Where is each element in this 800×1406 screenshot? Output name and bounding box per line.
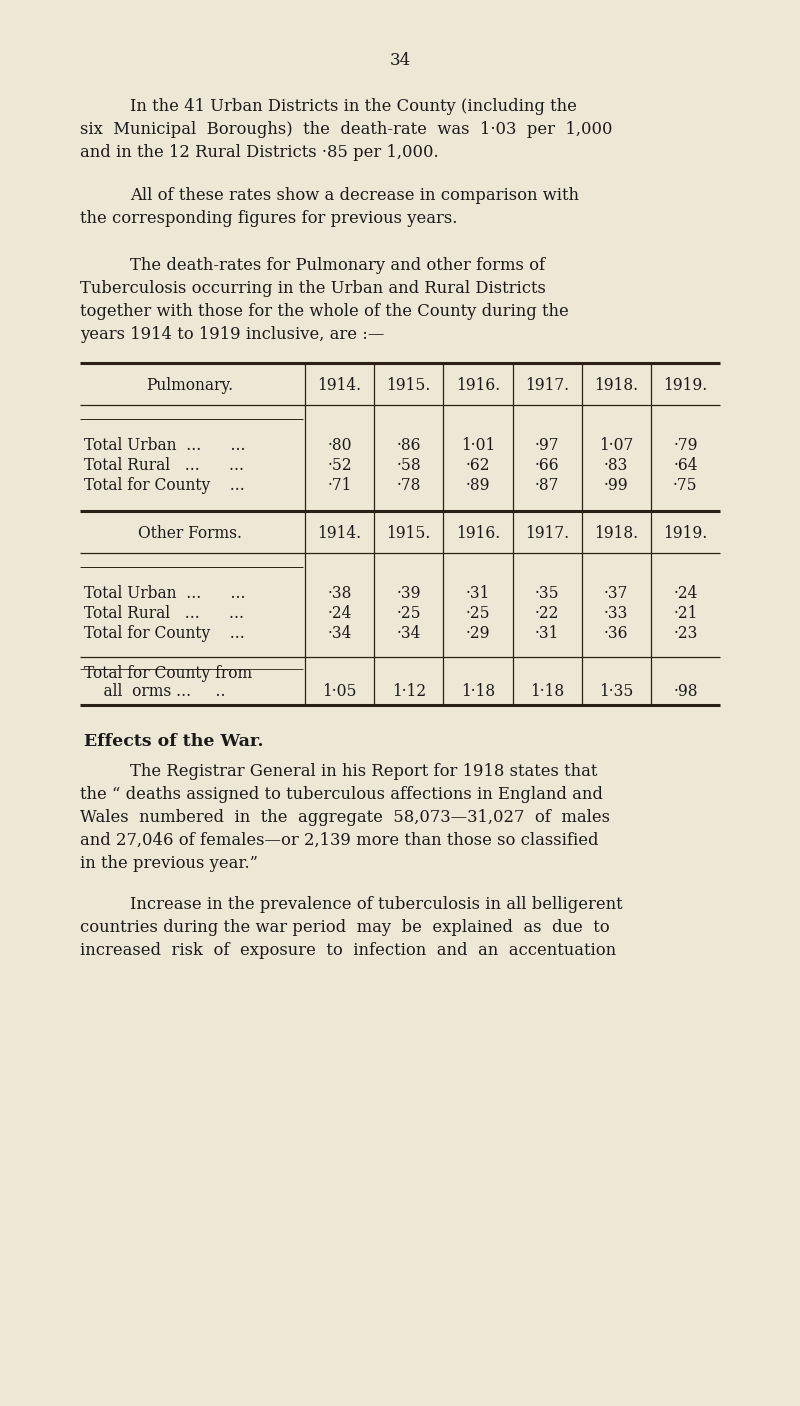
Text: ·25: ·25 xyxy=(466,605,490,621)
Text: 34: 34 xyxy=(390,52,410,69)
Text: The death-rates for Pulmonary and other forms of: The death-rates for Pulmonary and other … xyxy=(130,257,545,274)
Text: ·66: ·66 xyxy=(534,457,559,474)
Text: 1·18: 1·18 xyxy=(461,683,495,700)
Text: ·25: ·25 xyxy=(397,605,421,621)
Text: Increase in the prevalence of tuberculosis in all belligerent: Increase in the prevalence of tuberculos… xyxy=(130,896,622,912)
Text: ·33: ·33 xyxy=(604,605,629,621)
Text: ·62: ·62 xyxy=(466,457,490,474)
Text: years 1914 to 1919 inclusive, are :—: years 1914 to 1919 inclusive, are :— xyxy=(80,326,384,343)
Text: 1917.: 1917. xyxy=(525,524,569,541)
Text: 1·18: 1·18 xyxy=(530,683,564,700)
Text: the corresponding figures for previous years.: the corresponding figures for previous y… xyxy=(80,209,458,226)
Text: ·23: ·23 xyxy=(674,626,698,643)
Text: ·89: ·89 xyxy=(466,477,490,494)
Text: ·79: ·79 xyxy=(673,437,698,454)
Text: ·31: ·31 xyxy=(466,585,490,602)
Text: ·52: ·52 xyxy=(327,457,352,474)
Text: Total Rural   ...      ...: Total Rural ... ... xyxy=(84,457,244,474)
Text: ·38: ·38 xyxy=(327,585,352,602)
Text: ·37: ·37 xyxy=(604,585,629,602)
Text: ·75: ·75 xyxy=(673,477,698,494)
Text: ·97: ·97 xyxy=(535,437,559,454)
Text: 1915.: 1915. xyxy=(386,377,431,394)
Text: ·80: ·80 xyxy=(327,437,352,454)
Text: countries during the war period  may  be  explained  as  due  to: countries during the war period may be e… xyxy=(80,920,610,936)
Text: together with those for the whole of the County during the: together with those for the whole of the… xyxy=(80,304,569,321)
Text: ·39: ·39 xyxy=(397,585,421,602)
Text: ·87: ·87 xyxy=(535,477,559,494)
Text: six  Municipal  Boroughs)  the  death-rate  was  1·03  per  1,000: six Municipal Boroughs) the death-rate w… xyxy=(80,121,613,138)
Text: 1918.: 1918. xyxy=(594,377,638,394)
Text: 1914.: 1914. xyxy=(318,524,362,541)
Text: Total Rural   ...      ...: Total Rural ... ... xyxy=(84,605,244,621)
Text: 1·35: 1·35 xyxy=(599,683,634,700)
Text: 1·05: 1·05 xyxy=(322,683,357,700)
Text: Total for County    ...: Total for County ... xyxy=(84,626,245,643)
Text: 1916.: 1916. xyxy=(456,377,500,394)
Text: ·99: ·99 xyxy=(604,477,629,494)
Text: Total Urban  ...      ...: Total Urban ... ... xyxy=(84,437,246,454)
Text: 1917.: 1917. xyxy=(525,377,569,394)
Text: 1918.: 1918. xyxy=(594,524,638,541)
Text: in the previous year.”: in the previous year.” xyxy=(80,855,258,872)
Text: Total Urban  ...      ...: Total Urban ... ... xyxy=(84,585,246,602)
Text: ·22: ·22 xyxy=(535,605,559,621)
Text: 1·07: 1·07 xyxy=(599,437,634,454)
Text: 1·01: 1·01 xyxy=(461,437,495,454)
Text: 1914.: 1914. xyxy=(318,377,362,394)
Text: All of these rates show a decrease in comparison with: All of these rates show a decrease in co… xyxy=(130,187,579,204)
Text: and 27,046 of females—or 2,139 more than those so classified: and 27,046 of females—or 2,139 more than… xyxy=(80,832,598,849)
Text: ·98: ·98 xyxy=(673,683,698,700)
Text: 1919.: 1919. xyxy=(663,524,707,541)
Text: 1916.: 1916. xyxy=(456,524,500,541)
Text: Total for County from: Total for County from xyxy=(84,665,252,682)
Text: and in the 12 Rural Districts ·85 per 1,000.: and in the 12 Rural Districts ·85 per 1,… xyxy=(80,143,438,162)
Text: Wales  numbered  in  the  aggregate  58,073—31,027  of  males: Wales numbered in the aggregate 58,073—3… xyxy=(80,808,610,825)
Text: ·24: ·24 xyxy=(327,605,352,621)
Text: increased  risk  of  exposure  to  infection  and  an  accentuation: increased risk of exposure to infection … xyxy=(80,942,616,959)
Text: Effects of the War.: Effects of the War. xyxy=(84,733,263,749)
Text: ·78: ·78 xyxy=(397,477,421,494)
Text: ·35: ·35 xyxy=(534,585,559,602)
Text: the “ deaths assigned to tuberculous affections in England and: the “ deaths assigned to tuberculous aff… xyxy=(80,786,603,803)
Text: ·36: ·36 xyxy=(604,626,629,643)
Text: ·64: ·64 xyxy=(673,457,698,474)
Text: ·83: ·83 xyxy=(604,457,629,474)
Text: ·29: ·29 xyxy=(466,626,490,643)
Text: all  orms ...     ..: all orms ... .. xyxy=(84,683,226,700)
Text: ·34: ·34 xyxy=(397,626,421,643)
Text: 1·12: 1·12 xyxy=(392,683,426,700)
Text: Pulmonary.: Pulmonary. xyxy=(146,377,234,394)
Text: ·21: ·21 xyxy=(674,605,698,621)
Text: ·71: ·71 xyxy=(327,477,352,494)
Text: 1915.: 1915. xyxy=(386,524,431,541)
Text: 1919.: 1919. xyxy=(663,377,707,394)
Text: Total for County    ...: Total for County ... xyxy=(84,477,245,494)
Text: ·58: ·58 xyxy=(397,457,421,474)
Text: Other Forms.: Other Forms. xyxy=(138,524,242,541)
Text: Tuberculosis occurring in the Urban and Rural Districts: Tuberculosis occurring in the Urban and … xyxy=(80,280,546,297)
Text: ·24: ·24 xyxy=(674,585,698,602)
Text: ·31: ·31 xyxy=(535,626,559,643)
Text: ·34: ·34 xyxy=(327,626,352,643)
Text: The Registrar General in his Report for 1918 states that: The Registrar General in his Report for … xyxy=(130,763,598,780)
Text: In the 41 Urban Districts in the County (including the: In the 41 Urban Districts in the County … xyxy=(130,98,577,115)
Text: ·86: ·86 xyxy=(397,437,421,454)
